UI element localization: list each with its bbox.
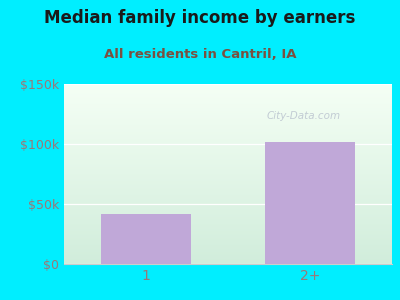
Text: All residents in Cantril, IA: All residents in Cantril, IA [104,48,296,61]
Text: Median family income by earners: Median family income by earners [44,9,356,27]
Bar [101,214,191,264]
Bar [265,142,355,264]
Text: City-Data.com: City-Data.com [266,111,340,122]
